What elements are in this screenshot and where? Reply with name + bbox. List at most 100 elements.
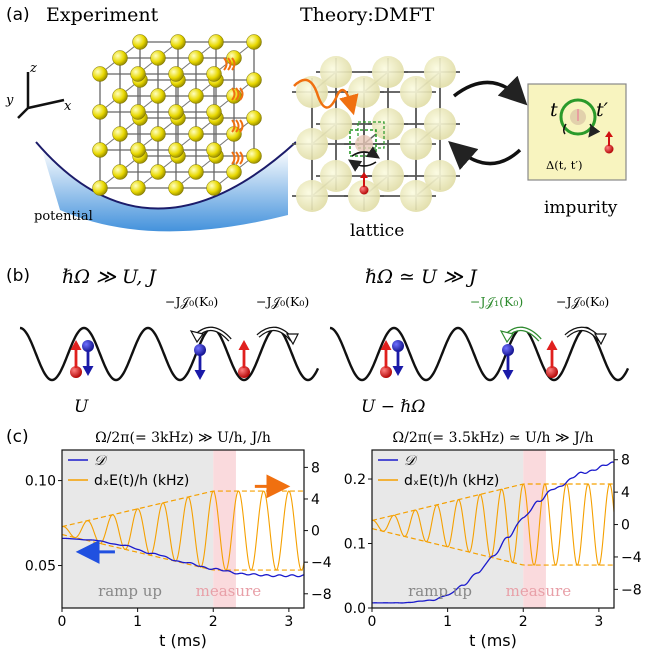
plot-frame bbox=[61, 449, 305, 609]
left-hop-arrow-2 bbox=[256, 326, 299, 346]
spin-down-atom-icon bbox=[194, 344, 206, 356]
axis-z-label: z bbox=[29, 61, 37, 76]
wave-icon bbox=[235, 151, 240, 165]
wave-icon bbox=[235, 119, 240, 133]
spin-up-atom-icon bbox=[380, 366, 392, 378]
laser-drive-icon bbox=[293, 78, 359, 116]
impurity-label: impurity bbox=[544, 198, 618, 218]
site-icon bbox=[320, 108, 352, 140]
wave-icon bbox=[231, 151, 236, 165]
x-tick-label: 2 bbox=[209, 614, 218, 630]
bath-ring-icon bbox=[559, 98, 597, 136]
atom-icon bbox=[246, 34, 262, 50]
spin-down-atom-icon bbox=[502, 344, 514, 356]
atom-icon bbox=[150, 50, 166, 66]
measure-label: measure bbox=[506, 582, 572, 600]
wave-icon bbox=[231, 87, 236, 101]
optical-lattice-left bbox=[19, 326, 320, 382]
right-condition: ℏΩ ≃ U ≫ J bbox=[365, 266, 478, 288]
x-tick-label: 3 bbox=[594, 614, 603, 630]
atom-icon bbox=[226, 164, 242, 180]
atom-icon bbox=[130, 66, 146, 82]
chart-left: Ω/2π(= 3kHz) ≫ U/h, J/h 0 1 2 3 t (ms) 0.05 0.1… bbox=[25, 430, 332, 650]
spin-up-atom-icon bbox=[70, 366, 82, 378]
y-tick-label: 0.2 bbox=[344, 472, 366, 488]
right-hop-label-1: −J𝒥₁(K₀) bbox=[470, 294, 523, 309]
ramp-region bbox=[62, 450, 214, 608]
x-axis-label: t (ms) bbox=[159, 631, 207, 650]
site-icon bbox=[348, 76, 380, 108]
atom-icon bbox=[246, 110, 262, 126]
panel-b-label: (b) bbox=[6, 266, 30, 286]
atom-icon bbox=[150, 88, 166, 104]
left-hop-arrow-1 bbox=[189, 326, 232, 344]
wave-icon bbox=[239, 119, 244, 133]
atom-icon bbox=[130, 104, 146, 120]
left-hop-label-1: −J𝒥₀(K₀) bbox=[165, 294, 218, 309]
atom-icon bbox=[246, 72, 262, 88]
chart-title: Ω/2π(= 3.5kHz) ≃ U/h ≫ J/h bbox=[393, 430, 594, 446]
spin-icon bbox=[359, 185, 369, 195]
site-icon bbox=[424, 108, 456, 140]
spin-up-atom-icon bbox=[238, 366, 250, 378]
drive-envelope-upper bbox=[371, 483, 614, 522]
atom-icon bbox=[112, 164, 128, 180]
y2-tick-label: −4 bbox=[311, 555, 332, 571]
site-icon bbox=[424, 56, 456, 88]
site-icon bbox=[296, 180, 328, 212]
map-to-impurity-arrow bbox=[452, 75, 528, 106]
legend-doublon-label: 𝒟 bbox=[94, 453, 108, 469]
drive-wave-icons bbox=[223, 57, 244, 165]
y2-tick-label: −4 bbox=[621, 550, 642, 566]
trap-water bbox=[42, 148, 288, 232]
atom-icon bbox=[150, 126, 166, 142]
y2-tick-label: 8 bbox=[311, 460, 320, 476]
central-site-icon bbox=[355, 135, 373, 153]
trap-potential-curve bbox=[35, 141, 297, 210]
y-tick-label: 0.1 bbox=[344, 537, 366, 553]
wave-icon bbox=[227, 57, 232, 71]
doublon-series-line bbox=[62, 537, 305, 578]
y2-tick-label: 4 bbox=[311, 492, 320, 508]
panel-b: (b) ℏΩ ≫ U, J ℏΩ ≃ U ≫ J −J𝒥₀(K₀) −J𝒥₀(K… bbox=[6, 266, 630, 417]
impurity-site-box bbox=[349, 129, 377, 157]
impurity-spin-icon bbox=[604, 144, 614, 154]
x-tick-label: 2 bbox=[519, 614, 528, 630]
site-icon bbox=[320, 160, 352, 192]
ramp-up-label: ramp up bbox=[408, 582, 472, 600]
panel-c-label: (c) bbox=[6, 427, 29, 447]
atom-icon bbox=[206, 180, 222, 196]
ramp-up-label: ramp up bbox=[98, 582, 162, 600]
atom-icon bbox=[208, 34, 224, 50]
site-icon bbox=[320, 56, 352, 88]
wave-icon bbox=[239, 151, 244, 165]
atom-icon bbox=[168, 180, 184, 196]
drive-envelope-lower bbox=[371, 528, 614, 566]
impurity-tprime-label: t′ bbox=[596, 99, 609, 121]
potential-label: potential bbox=[34, 209, 93, 224]
site-icon bbox=[424, 160, 456, 192]
site-icon bbox=[400, 76, 432, 108]
atom-icon bbox=[92, 66, 108, 82]
legend-doublon-label: 𝒟 bbox=[404, 453, 418, 469]
impurity-t-label: t bbox=[550, 99, 558, 121]
atom-icon bbox=[150, 164, 166, 180]
atom-icon bbox=[92, 180, 108, 196]
site-icon bbox=[296, 128, 328, 160]
doublon-series-line bbox=[372, 461, 615, 604]
atom-icon bbox=[246, 148, 262, 164]
atom-icon bbox=[92, 142, 108, 158]
atom-icon bbox=[168, 104, 184, 120]
impurity-box: t t′ Δ(t, t′) bbox=[527, 83, 627, 181]
chart-right: Ω/2π(= 3.5kHz) ≃ U/h ≫ J/h0 1 2 3t (ms)0.00… bbox=[344, 430, 642, 650]
experiment-title: Experiment bbox=[46, 4, 159, 26]
atom-icon bbox=[170, 34, 186, 50]
wave-icon bbox=[235, 87, 240, 101]
ramp-region bbox=[372, 450, 524, 608]
atom-icon bbox=[188, 88, 204, 104]
experiment-lattice bbox=[92, 34, 262, 196]
atom-icon bbox=[188, 164, 204, 180]
atom-icon bbox=[112, 88, 128, 104]
y2-tick-label: −8 bbox=[311, 587, 332, 603]
y2-tick-label: 0 bbox=[311, 524, 320, 540]
